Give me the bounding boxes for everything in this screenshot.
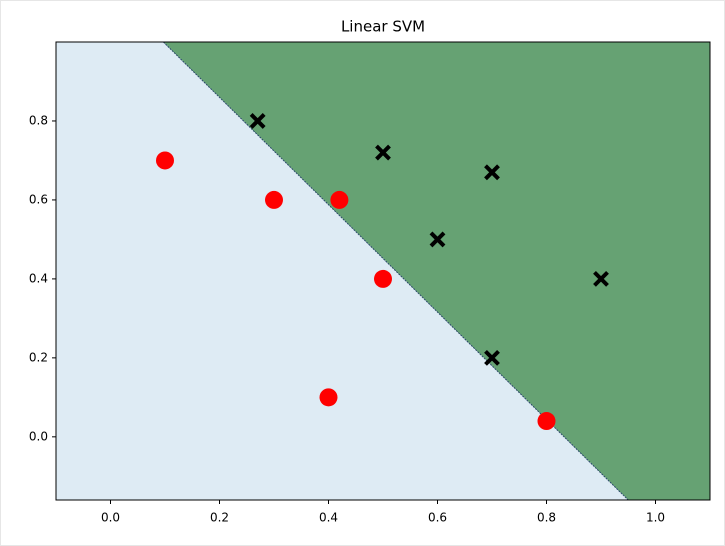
circle-marker xyxy=(537,412,556,431)
region-below xyxy=(56,42,629,500)
y-tick-label: 0.8 xyxy=(29,113,48,127)
x-marker xyxy=(484,349,500,366)
x-marker xyxy=(484,164,500,181)
x-tick-label: 0.4 xyxy=(319,511,338,525)
circle-marker xyxy=(330,190,349,209)
x-marker xyxy=(375,144,391,161)
x-tick-label: 0.2 xyxy=(210,511,229,525)
x-marker xyxy=(593,270,609,287)
y-tick-label: 0.0 xyxy=(29,429,48,443)
x-marker xyxy=(429,231,446,248)
x-tick-label: 0.8 xyxy=(537,511,556,525)
y-tick-label: 0.2 xyxy=(29,350,48,364)
x-tick-label: 1.0 xyxy=(646,511,665,525)
y-tick-label: 0.4 xyxy=(29,271,48,285)
chart-title: Linear SVM xyxy=(341,18,425,36)
axes-frame xyxy=(55,41,711,501)
x-marker xyxy=(249,113,266,129)
circle-marker xyxy=(156,151,174,170)
circle-marker xyxy=(265,190,283,209)
circle-marker xyxy=(319,388,338,407)
region-above xyxy=(163,42,711,500)
y-tick-label: 0.6 xyxy=(29,192,48,206)
x-tick-label: 0.0 xyxy=(101,511,120,525)
circle-marker xyxy=(374,269,392,288)
x-tick-label: 0.6 xyxy=(428,511,447,525)
